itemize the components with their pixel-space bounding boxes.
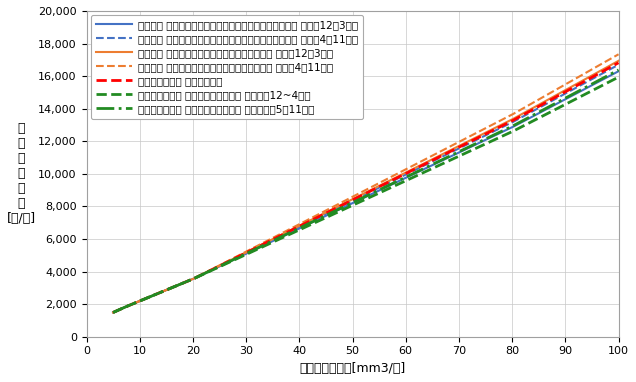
東邦ガス あったかトクトク料金（エコジョーズプラン） 夏季（4～11月） bbox=[310, 218, 317, 222]
ミツウロコガス まる得ガス暖プラン 暖房機（12~4月） bbox=[615, 75, 623, 79]
東邦ガス あったかトクトク料金（標準プラン） 冬季（12～3月） bbox=[170, 285, 177, 289]
ミツウロコガス まる得プラン bbox=[615, 60, 623, 65]
東邦ガス あったかトクトク料金（エコジョーズプラン） 冬季（12～3月） bbox=[615, 69, 623, 73]
ミツウロコガス まる得ガス暖プラン 暖房機（12~4月） bbox=[474, 145, 481, 150]
東邦ガス あったかトクトク料金（標準プラン） 冬季（12～3月） bbox=[109, 310, 117, 315]
ミツウロコガス まる得ガス暖プラン そのほか（5～11月） bbox=[274, 236, 282, 241]
東邦ガス あったかトクトク料金（エコジョーズプラン） 夏季（4～11月） bbox=[427, 160, 435, 165]
東邦ガス あったかトクトク料金（標準プラン） 夏季（4～11月） bbox=[170, 285, 177, 289]
東邦ガス あったかトクトク料金（エコジョーズプラン） 夏季（4～11月） bbox=[109, 310, 117, 315]
ミツウロコガス まる得ガス暖プラン そのほか（5～11月） bbox=[474, 140, 481, 145]
東邦ガス あったかトクトク料金（標準プラン） 夏季（4～11月） bbox=[615, 52, 623, 57]
東邦ガス あったかトクトク料金（エコジョーズプラン） 夏季（4～11月） bbox=[615, 62, 623, 67]
東邦ガス あったかトクトク料金（標準プラン） 夏季（4～11月） bbox=[427, 154, 435, 159]
ミツウロコガス まる得ガス暖プラン 暖房機（12~4月） bbox=[310, 221, 317, 226]
東邦ガス あったかトクトク料金（エコジョーズプラン） 夏季（4～11月） bbox=[474, 137, 481, 141]
東邦ガス あったかトクトク料金（エコジョーズプラン） 冬季（12～3月） bbox=[274, 236, 282, 241]
ミツウロコガス まる得ガス暖プラン そのほか（5～11月） bbox=[310, 219, 317, 224]
東邦ガス あったかトクトク料金（標準プラン） 夏季（4～11月） bbox=[274, 233, 282, 238]
ミツウロコガス まる得プラン bbox=[310, 217, 317, 222]
Line: 東邦ガス あったかトクトク料金（エコジョーズプラン） 冬季（12～3月）: 東邦ガス あったかトクトク料金（エコジョーズプラン） 冬季（12～3月） bbox=[113, 71, 619, 312]
東邦ガス あったかトクトク料金（エコジョーズプラン） 冬季（12～3月） bbox=[474, 141, 481, 146]
東邦ガス あったかトクトク料金（エコジョーズプラン） 冬季（12～3月） bbox=[170, 285, 177, 289]
Line: 東邦ガス あったかトクトク料金（標準プラン） 夏季（4～11月）: 東邦ガス あったかトクトク料金（標準プラン） 夏季（4～11月） bbox=[113, 54, 619, 312]
Line: ミツウロコガス まる得プラン: ミツウロコガス まる得プラン bbox=[113, 63, 619, 312]
ミツウロコガス まる得ガス暖プラン そのほか（5～11月） bbox=[476, 139, 484, 144]
東邦ガス あったかトクトク料金（標準プラン） 冬季（12～3月） bbox=[274, 234, 282, 239]
東邦ガス あったかトクトク料金（エコジョーズプラン） 冬季（12～3月） bbox=[476, 140, 484, 145]
東邦ガス あったかトクトク料金（標準プラン） 夏季（4～11月） bbox=[474, 130, 481, 134]
東邦ガス あったかトクトク料金（エコジョーズプラン） 夏季（4～11月） bbox=[274, 235, 282, 240]
東邦ガス あったかトクトク料金（エコジョーズプラン） 冬季（12～3月） bbox=[109, 310, 117, 315]
ミツウロコガス まる得ガス暖プラン 暖房機（12~4月） bbox=[109, 310, 117, 315]
東邦ガス あったかトクトク料金（標準プラン） 冬季（12～3月） bbox=[615, 58, 623, 63]
ミツウロコガス まる得ガス暖プラン 暖房機（12~4月） bbox=[274, 238, 282, 242]
ミツウロコガス まる得ガス暖プラン 暖房機（12~4月） bbox=[476, 144, 484, 149]
Line: ミツウロコガス まる得ガス暖プラン そのほか（5～11月）: ミツウロコガス まる得ガス暖プラン そのほか（5～11月） bbox=[113, 70, 619, 312]
Line: 東邦ガス あったかトクトク料金（エコジョーズプラン） 夏季（4～11月）: 東邦ガス あったかトクトク料金（エコジョーズプラン） 夏季（4～11月） bbox=[113, 65, 619, 312]
X-axis label: 月間ガス使用量[mm3/月]: 月間ガス使用量[mm3/月] bbox=[300, 362, 406, 375]
ミツウロコガス まる得ガス暖プラン そのほか（5～11月） bbox=[427, 163, 435, 167]
Line: ミツウロコガス まる得ガス暖プラン 暖房機（12~4月）: ミツウロコガス まる得ガス暖プラン 暖房機（12~4月） bbox=[113, 77, 619, 312]
ミツウロコガス まる得ガス暖プラン そのほか（5～11月） bbox=[170, 285, 177, 289]
ミツウロコガス まる得プラン bbox=[427, 159, 435, 163]
ミツウロコガス まる得ガス暖プラン 暖房機（12~4月） bbox=[170, 285, 177, 289]
東邦ガス あったかトクトク料金（エコジョーズプラン） 夏季（4～11月） bbox=[476, 136, 484, 140]
ミツウロコガス まる得プラン bbox=[109, 310, 117, 315]
東邦ガス あったかトクトク料金（標準プラン） 冬季（12～3月） bbox=[310, 217, 317, 221]
東邦ガス あったかトクトク料金（エコジョーズプラン） 冬季（12～3月） bbox=[310, 220, 317, 224]
Line: 東邦ガス あったかトクトク料金（標準プラン） 冬季（12～3月）: 東邦ガス あったかトクトク料金（標準プラン） 冬季（12～3月） bbox=[113, 61, 619, 312]
東邦ガス あったかトクトク料金（標準プラン） 冬季（12～3月） bbox=[474, 134, 481, 139]
ミツウロコガス まる得ガス暖プラン 暖房機（12~4月） bbox=[427, 167, 435, 172]
ミツウロコガス まる得ガス暖プラン そのほか（5～11月） bbox=[109, 310, 117, 315]
東邦ガス あったかトクトク料金（標準プラン） 冬季（12～3月） bbox=[476, 133, 484, 138]
ミツウロコガス まる得プラン bbox=[274, 235, 282, 239]
ミツウロコガス まる得ガス暖プラン そのほか（5～11月） bbox=[615, 68, 623, 72]
Y-axis label: 推
定
ガ
ス
料
金
[円/月]: 推 定 ガ ス 料 金 [円/月] bbox=[7, 122, 36, 225]
東邦ガス あったかトクトク料金（標準プラン） 夏季（4～11月） bbox=[109, 310, 117, 315]
東邦ガス あったかトクトク料金（標準プラン） 夏季（4～11月） bbox=[310, 215, 317, 219]
ミツウロコガス まる得プラン bbox=[474, 136, 481, 140]
東邦ガス あったかトクトク料金（エコジョーズプラン） 冬季（12～3月） bbox=[427, 163, 435, 168]
東邦ガス あったかトクトク料金（標準プラン） 夏季（4～11月） bbox=[476, 129, 484, 133]
ミツウロコガス まる得プラン bbox=[170, 285, 177, 289]
Legend: 東邦ガス あったかトクトク料金（エコジョーズプラン） 冬季（12～3月）, 東邦ガス あったかトクトク料金（エコジョーズプラン） 夏季（4～11月）, 東邦ガス: 東邦ガス あったかトクトク料金（エコジョーズプラン） 冬季（12～3月）, 東邦… bbox=[91, 15, 363, 119]
東邦ガス あったかトクトク料金（エコジョーズプラン） 夏季（4～11月） bbox=[170, 285, 177, 289]
ミツウロコガス まる得プラン bbox=[476, 134, 484, 139]
東邦ガス あったかトクトク料金（標準プラン） 冬季（12～3月） bbox=[427, 158, 435, 162]
